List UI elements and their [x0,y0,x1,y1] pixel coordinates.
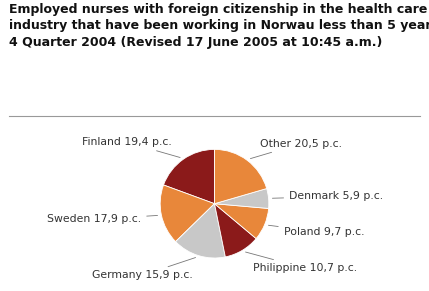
Wedge shape [160,185,214,242]
Wedge shape [214,204,256,257]
Text: Denmark 5,9 p.c.: Denmark 5,9 p.c. [272,191,383,201]
Wedge shape [214,204,269,239]
Text: Germany 15,9 p.c.: Germany 15,9 p.c. [92,258,196,280]
Wedge shape [175,204,225,258]
Text: Other 20,5 p.c.: Other 20,5 p.c. [251,139,341,159]
Wedge shape [163,149,214,204]
Text: Employed nurses with foreign citizenship in the health care
industry that have b: Employed nurses with foreign citizenship… [9,3,429,49]
Text: Sweden 17,9 p.c.: Sweden 17,9 p.c. [47,214,157,224]
Wedge shape [214,189,269,208]
Text: Finland 19,4 p.c.: Finland 19,4 p.c. [82,137,180,157]
Text: Philippine 10,7 p.c.: Philippine 10,7 p.c. [245,252,357,273]
Wedge shape [214,149,267,204]
Text: Poland 9,7 p.c.: Poland 9,7 p.c. [269,225,364,237]
